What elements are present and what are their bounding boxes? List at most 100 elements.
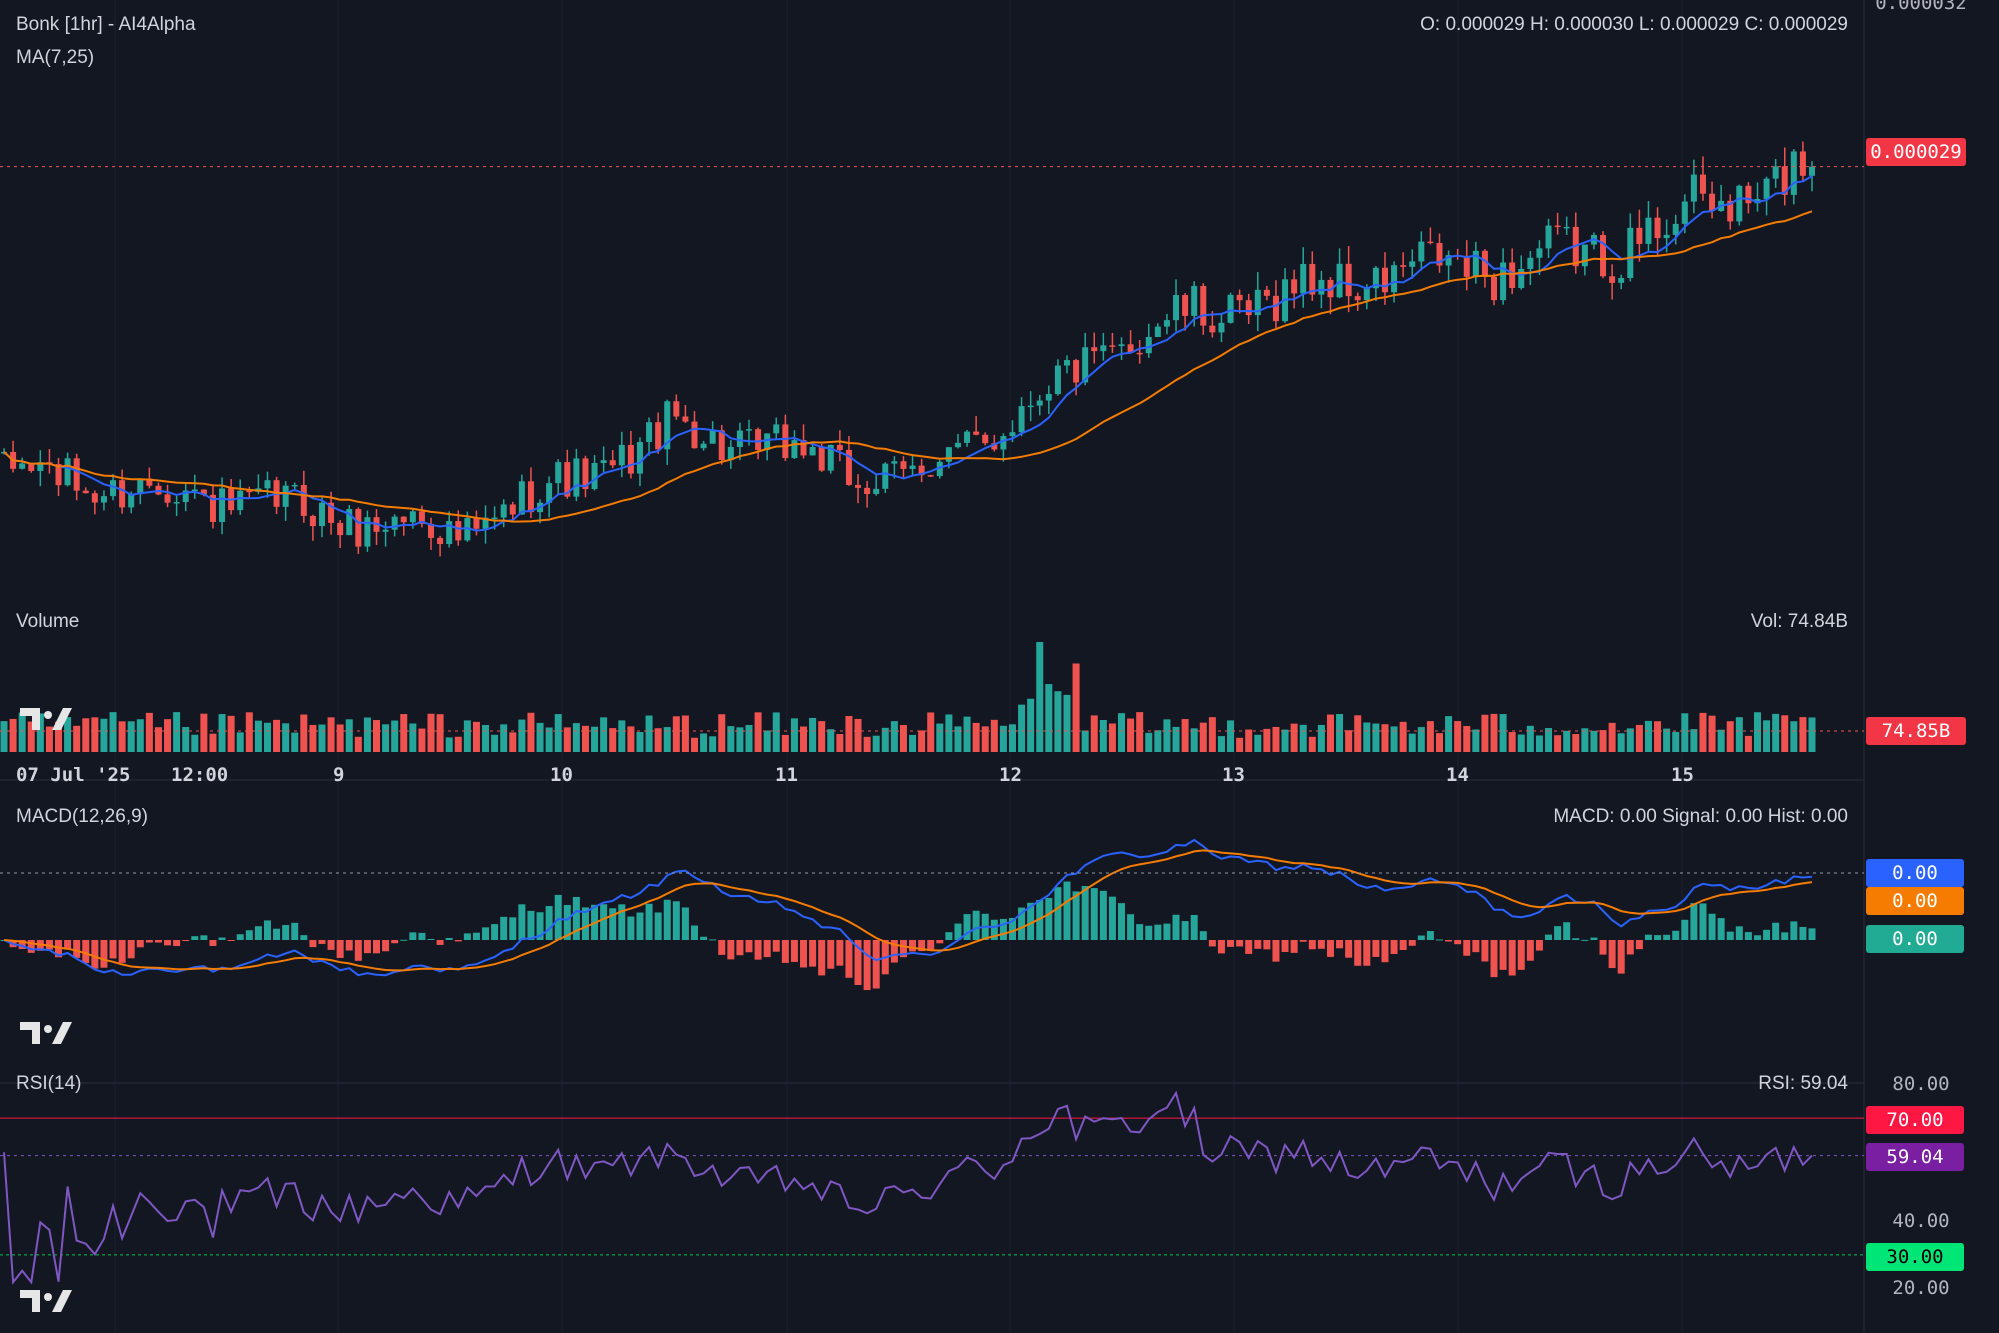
candle-body (973, 431, 980, 435)
candle-body (309, 515, 316, 527)
volume-bar (954, 726, 962, 752)
candle-body (318, 502, 325, 527)
volume-bar (454, 736, 462, 752)
volume-bar (591, 726, 599, 752)
volume-bar (899, 725, 907, 752)
macd-histogram-bar (173, 940, 181, 947)
rsi-readout: RSI: 59.04 (1758, 1073, 1848, 1094)
volume-bar (472, 721, 480, 752)
macd-histogram-bar (100, 940, 108, 968)
macd-histogram-bar (890, 940, 898, 963)
macd-histogram-bar (1281, 940, 1289, 952)
volume-bar (400, 714, 408, 752)
macd-histogram-bar (1672, 930, 1680, 940)
volume-bar (1036, 642, 1044, 752)
candle-body (1427, 241, 1434, 244)
volume-bar (1799, 717, 1807, 752)
candle-body (191, 489, 198, 492)
volume-bar (1045, 684, 1053, 752)
macd-histogram-bar (118, 940, 126, 963)
volume-bar (527, 712, 535, 752)
candle-body (1690, 174, 1697, 202)
volume-bar (936, 723, 944, 752)
candle-body (1536, 248, 1543, 258)
macd-histogram-bar (209, 940, 217, 946)
candle-body (1345, 263, 1352, 297)
macd-histogram-bar (1517, 940, 1525, 970)
candle-body (1699, 174, 1706, 194)
volume-bar (254, 720, 262, 752)
macd-histogram-bar (382, 940, 390, 952)
candle-body (736, 430, 743, 448)
candle-body (391, 516, 398, 530)
candle-body (1790, 151, 1797, 195)
volume-bar (482, 725, 490, 752)
candle-body (1027, 405, 1034, 408)
volume-bar (854, 718, 862, 752)
volume-label: Volume (16, 611, 80, 632)
volume-bar (354, 736, 362, 752)
macd-histogram-bar (1635, 940, 1643, 950)
macd-histogram-bar (1245, 940, 1253, 954)
macd-line (3, 838, 1813, 977)
candle-body (1154, 326, 1161, 337)
macd-histogram-bar (509, 917, 517, 940)
volume-bar (45, 726, 53, 752)
macd-histogram-bar (809, 940, 817, 967)
rsi-tag-30: 30.00 (1866, 1243, 1964, 1271)
volume-bar (1399, 721, 1407, 752)
macd-histogram-bar (1127, 914, 1135, 940)
volume-bar (972, 722, 980, 752)
macd-histogram-bar (1717, 918, 1725, 940)
macd-histogram-bar (1326, 940, 1334, 957)
candle-body (182, 490, 189, 503)
volume-bar (1644, 720, 1652, 752)
candle-body (709, 430, 716, 444)
candle-body (1409, 261, 1416, 267)
macd-histogram-bar (136, 940, 144, 948)
macd-histogram-bar (1753, 935, 1761, 940)
macd-readout: MACD: 0.00 Signal: 0.00 Hist: 0.00 (1553, 806, 1848, 827)
macd-histogram-bar (1426, 931, 1434, 940)
macd-histogram-bar (790, 940, 798, 962)
volume-bar (0, 721, 8, 752)
volume-bar (1545, 728, 1553, 752)
macd-histogram-bar (1145, 925, 1153, 940)
candle-body (382, 529, 389, 532)
macd-histogram-bar (827, 940, 835, 969)
macd-histogram-bar (1726, 931, 1734, 940)
volume-bar (1517, 734, 1525, 752)
volume-bar (945, 714, 953, 752)
volume-bar (1254, 734, 1262, 752)
candle-body (1091, 347, 1098, 352)
candle-body (1781, 166, 1788, 195)
macd-histogram-bar (1599, 940, 1607, 955)
macd-histogram-bar (1663, 934, 1671, 940)
candle-body (500, 504, 507, 518)
macd-histogram-bar (1735, 926, 1743, 940)
volume-bar (318, 724, 326, 752)
candle-body (900, 461, 907, 469)
volume-bar (1708, 715, 1716, 752)
volume-bar (1272, 726, 1280, 752)
volume-bar (1090, 715, 1098, 752)
macd-histogram-bar (972, 910, 980, 940)
volume-bar (18, 712, 26, 752)
macd-histogram-bar (872, 940, 880, 989)
volume-bar (1626, 728, 1634, 752)
volume-bar (1654, 721, 1662, 752)
candle-body (482, 517, 489, 529)
volume-bar (645, 715, 653, 752)
candle-body (173, 502, 180, 504)
macd-tag: 0.00 (1866, 859, 1964, 887)
candle-body (1254, 289, 1261, 316)
macd-histogram-bar (936, 940, 944, 944)
volume-bar (445, 737, 453, 752)
candle-body (418, 511, 425, 524)
volume-bar (164, 719, 172, 752)
macd-histogram-bar (554, 894, 562, 940)
volume-bar (382, 724, 390, 752)
price-axis-top-label: 0.000032 (1875, 0, 1967, 14)
